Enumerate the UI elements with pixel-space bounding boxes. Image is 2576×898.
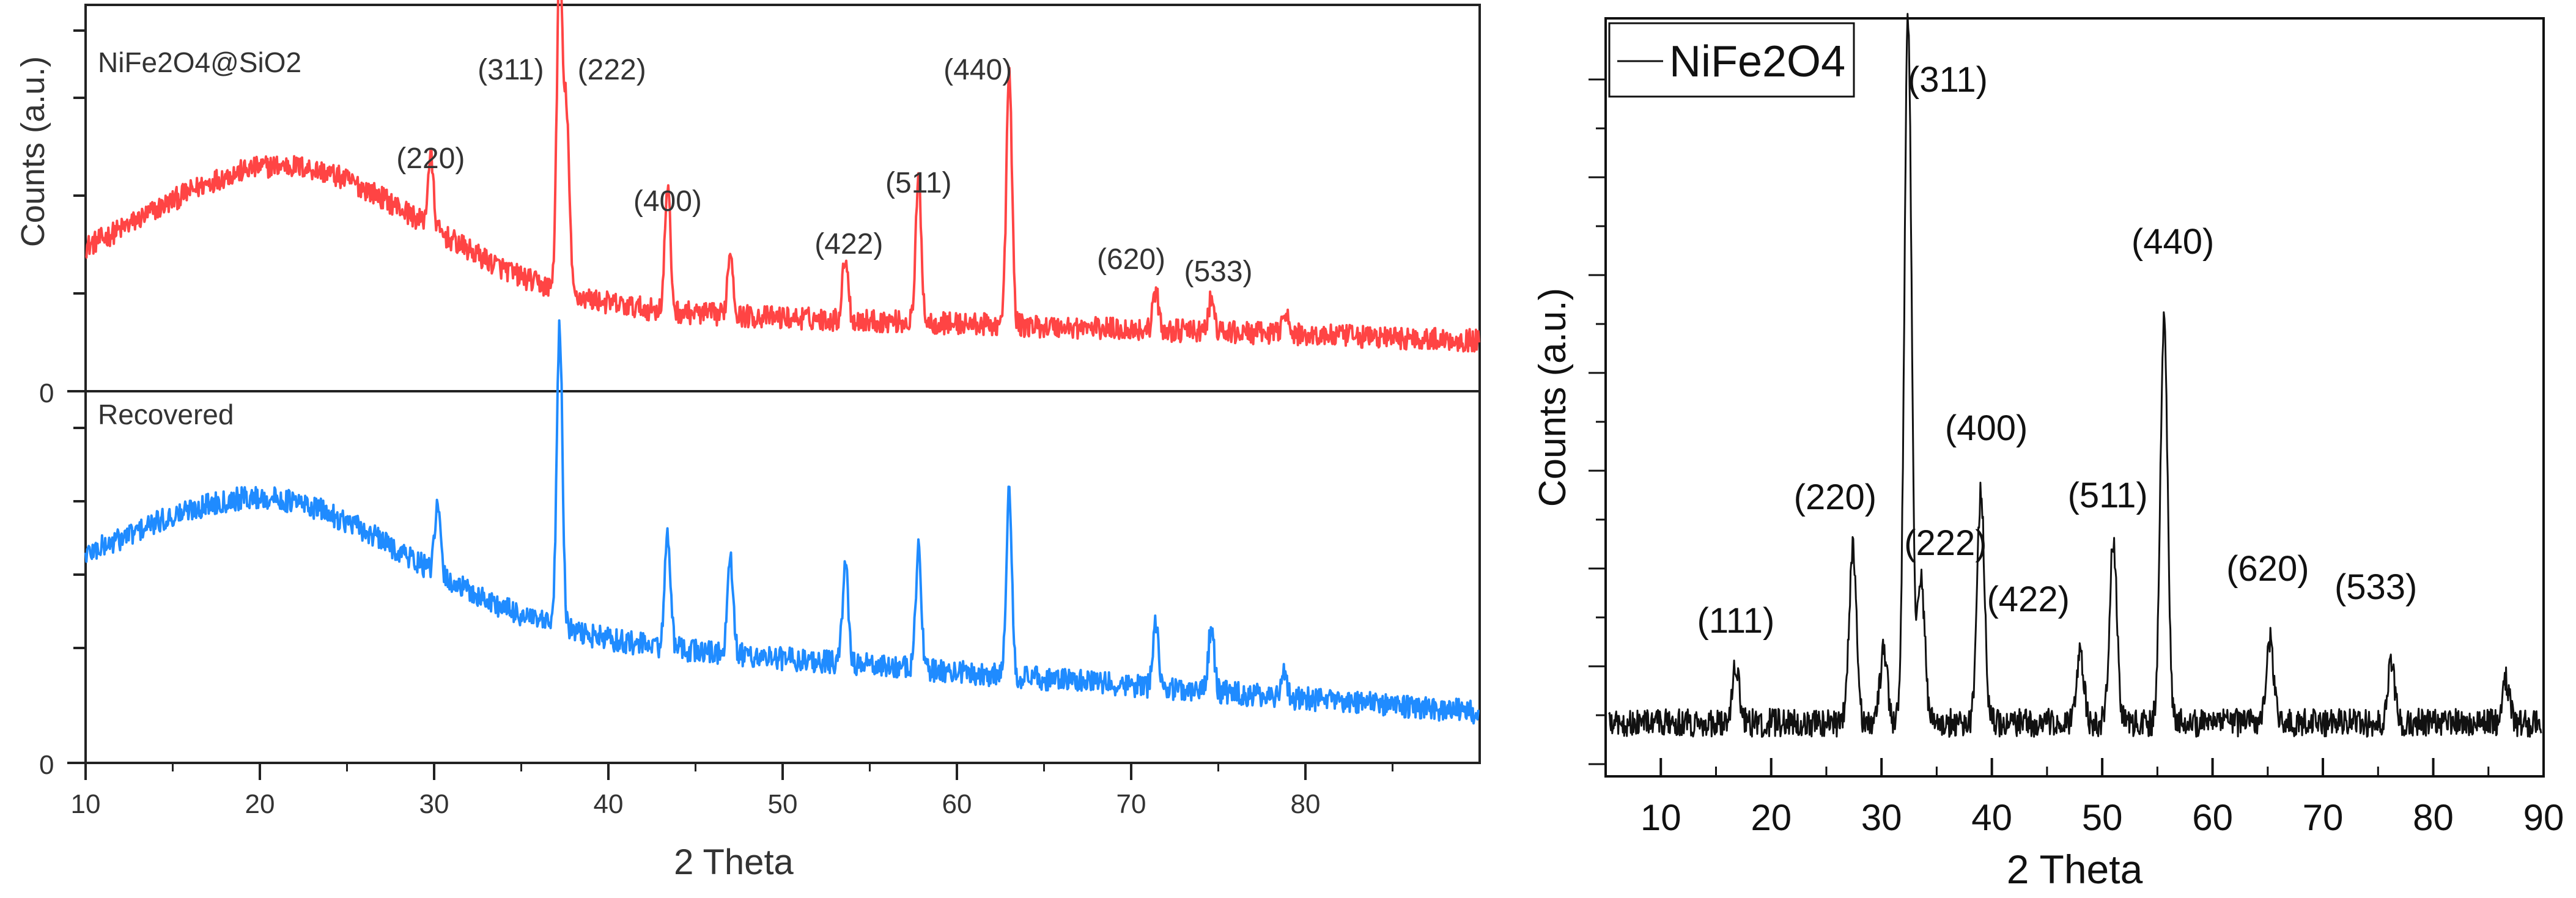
left-x-tick-label: 50 bbox=[768, 789, 798, 819]
left-top-panel-label: NiFe2O4@SiO2 bbox=[98, 46, 301, 78]
right-x-axis: 10 20 30 40 50 60 70 80 90 bbox=[1604, 758, 2564, 838]
peak-label: (511) bbox=[2068, 476, 2148, 515]
left-x-tick-label: 80 bbox=[1291, 789, 1321, 819]
right-chart: 10 20 30 40 50 60 70 80 90 (111)(220)(311)(222)(… bbox=[1532, 13, 2564, 892]
peak-label: (311) bbox=[478, 54, 544, 86]
right-x-tick-label: 30 bbox=[1861, 797, 1902, 838]
left-x-tick-label: 60 bbox=[942, 789, 972, 819]
left-bottom-panel-label: Recovered bbox=[98, 399, 234, 430]
right-x-axis-label: 2 Theta bbox=[2007, 847, 2143, 892]
peak-label: (222) bbox=[1904, 523, 1987, 563]
peak-label: (440) bbox=[943, 54, 1012, 86]
left-top-zero-label: 0 bbox=[39, 378, 54, 408]
peak-label: (222) bbox=[578, 54, 646, 86]
peak-label: (511) bbox=[885, 167, 952, 199]
peak-label: (422) bbox=[814, 228, 883, 260]
peak-label: (311) bbox=[1908, 60, 1988, 100]
series-line-nife2o4-sio2 bbox=[85, 0, 1480, 353]
peak-label: (400) bbox=[1945, 408, 2028, 448]
peak-label: (533) bbox=[2334, 567, 2417, 607]
peak-label: (422) bbox=[1987, 580, 2069, 619]
right-plot-frame bbox=[1604, 17, 2545, 778]
left-peak-annotations: (220) (311) (222) (400) (422)(511) (440) (620)… bbox=[396, 54, 1252, 288]
peak-label: (220) bbox=[1794, 477, 1877, 517]
legend-label: NiFe2O4 bbox=[1669, 37, 1845, 86]
left-x-axis: 10 20 30 40 50 60 70 80 bbox=[71, 763, 1393, 819]
left-x-tick-label: 10 bbox=[71, 789, 101, 819]
left-x-tick-label: 30 bbox=[419, 789, 449, 819]
peak-label: (400) bbox=[633, 185, 702, 218]
left-top-series bbox=[85, 0, 1480, 353]
left-x-tick-label: 70 bbox=[1116, 789, 1146, 819]
right-x-tick-label: 40 bbox=[1971, 797, 2012, 838]
legend-box bbox=[1608, 22, 1855, 98]
left-x-tick-label: 20 bbox=[245, 789, 275, 819]
series-line-nife2o4 bbox=[1608, 13, 2542, 738]
right-x-tick-label: 70 bbox=[2303, 797, 2344, 838]
left-top-y-ticks bbox=[67, 29, 86, 764]
right-x-tick-label: 50 bbox=[2082, 797, 2123, 838]
right-x-tick-label: 80 bbox=[2413, 797, 2454, 838]
right-x-tick-label: 60 bbox=[2192, 797, 2233, 838]
right-x-tick-label: 90 bbox=[2523, 797, 2564, 838]
left-plot-frame bbox=[84, 4, 1481, 764]
peak-label: (220) bbox=[396, 142, 465, 175]
right-x-tick-label: 10 bbox=[1640, 797, 1681, 838]
left-bottom-series bbox=[84, 319, 1480, 725]
right-y-axis-label: Counts (a.u.) bbox=[1532, 288, 1574, 507]
peak-label: (620) bbox=[1097, 243, 1165, 276]
right-peak-annotations: (111) (220) (311) (222) (400) (422) (511) (440)… bbox=[1697, 60, 2418, 641]
peak-label: (533) bbox=[1184, 256, 1252, 288]
peak-label: (111) bbox=[1697, 601, 1775, 641]
right-y-ticks bbox=[1589, 78, 1606, 765]
left-bottom-zero-label: 0 bbox=[39, 750, 54, 780]
left-x-axis-label: 2 Theta bbox=[674, 842, 794, 882]
series-line-recovered bbox=[84, 319, 1480, 725]
right-series bbox=[1608, 13, 2542, 738]
peak-label: (440) bbox=[2131, 222, 2214, 262]
left-y-axis-label: Counts (a.u.) bbox=[15, 56, 51, 247]
left-chart: 10 20 30 40 50 60 70 80 (220) (311) (222) (400) (42… bbox=[15, 0, 1481, 882]
right-x-tick-label: 20 bbox=[1751, 797, 1792, 838]
right-legend: NiFe2O4 bbox=[1608, 22, 1855, 98]
peak-label: (620) bbox=[2226, 549, 2309, 589]
left-x-tick-label: 40 bbox=[594, 789, 624, 819]
